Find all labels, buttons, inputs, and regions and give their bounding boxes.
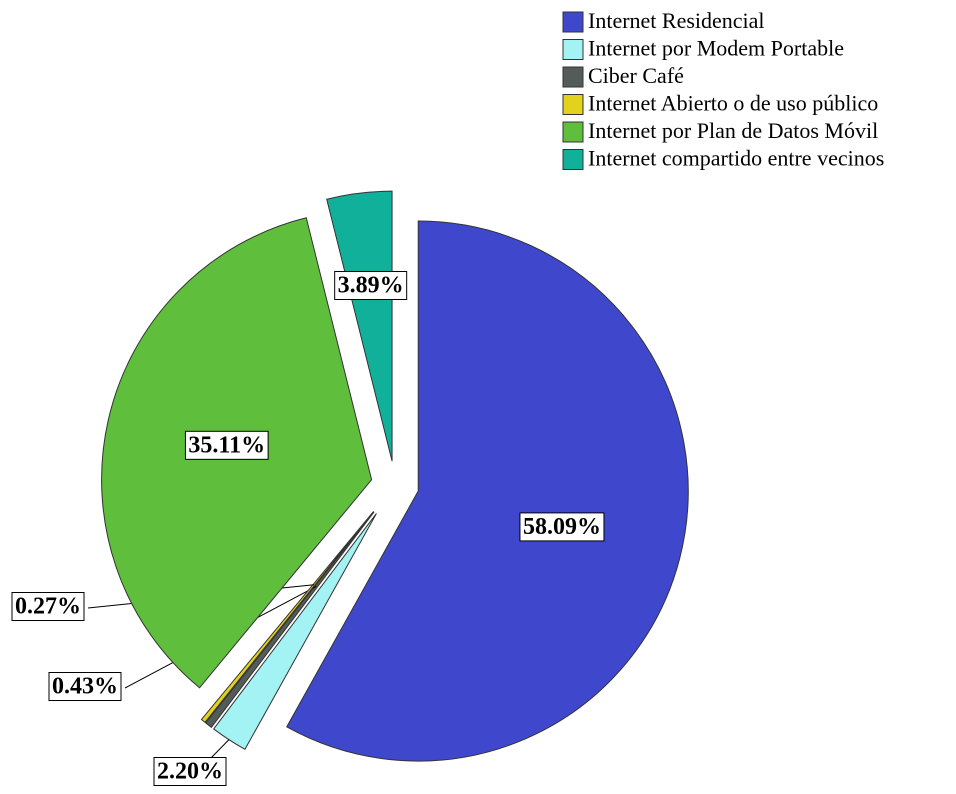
value-label-box (519, 512, 605, 542)
legend-label: Internet por Plan de Datos Móvil (588, 118, 878, 143)
legend-label: Internet por Modem Portable (588, 36, 844, 61)
value-label-box (48, 672, 122, 702)
value-label: 0.27% (15, 594, 81, 620)
legend-label: Internet Residencial (588, 8, 765, 33)
legend-swatch (562, 66, 584, 88)
value-label-box (153, 757, 227, 787)
value-label-box (11, 592, 85, 622)
legend-swatch (562, 94, 584, 115)
pie-slice (212, 513, 377, 750)
value-label-group: 0.43% (48, 672, 122, 702)
legend-swatch (562, 39, 584, 60)
value-label-box (184, 430, 269, 460)
value-label-group: 35.11% (184, 430, 269, 460)
pie-slice (204, 511, 375, 728)
value-label-box (334, 270, 408, 301)
legend-swatch (562, 121, 584, 143)
value-label: 58.09% (523, 514, 601, 540)
value-label-group: 0.27% (11, 592, 85, 622)
legend-label: Ciber Café (588, 63, 684, 88)
legend-swatch (562, 11, 584, 33)
value-label: 3.89% (338, 272, 404, 298)
leader-line (209, 739, 230, 760)
value-label-group: 3.89% (334, 270, 408, 301)
value-label: 2.20% (157, 759, 223, 785)
value-label-group: 58.09% (519, 512, 605, 542)
legend-label: Internet Abierto o de uso público (588, 91, 878, 116)
pie-slice (200, 511, 374, 724)
value-label: 35.11% (188, 432, 265, 458)
value-label: 0.43% (52, 674, 118, 700)
legend-label: Internet compartido entre vecinos (588, 146, 884, 171)
legend-swatch (562, 149, 584, 170)
pie-slice (326, 190, 393, 462)
value-label-group: 2.20% (153, 757, 227, 787)
pie-slice (286, 220, 689, 762)
